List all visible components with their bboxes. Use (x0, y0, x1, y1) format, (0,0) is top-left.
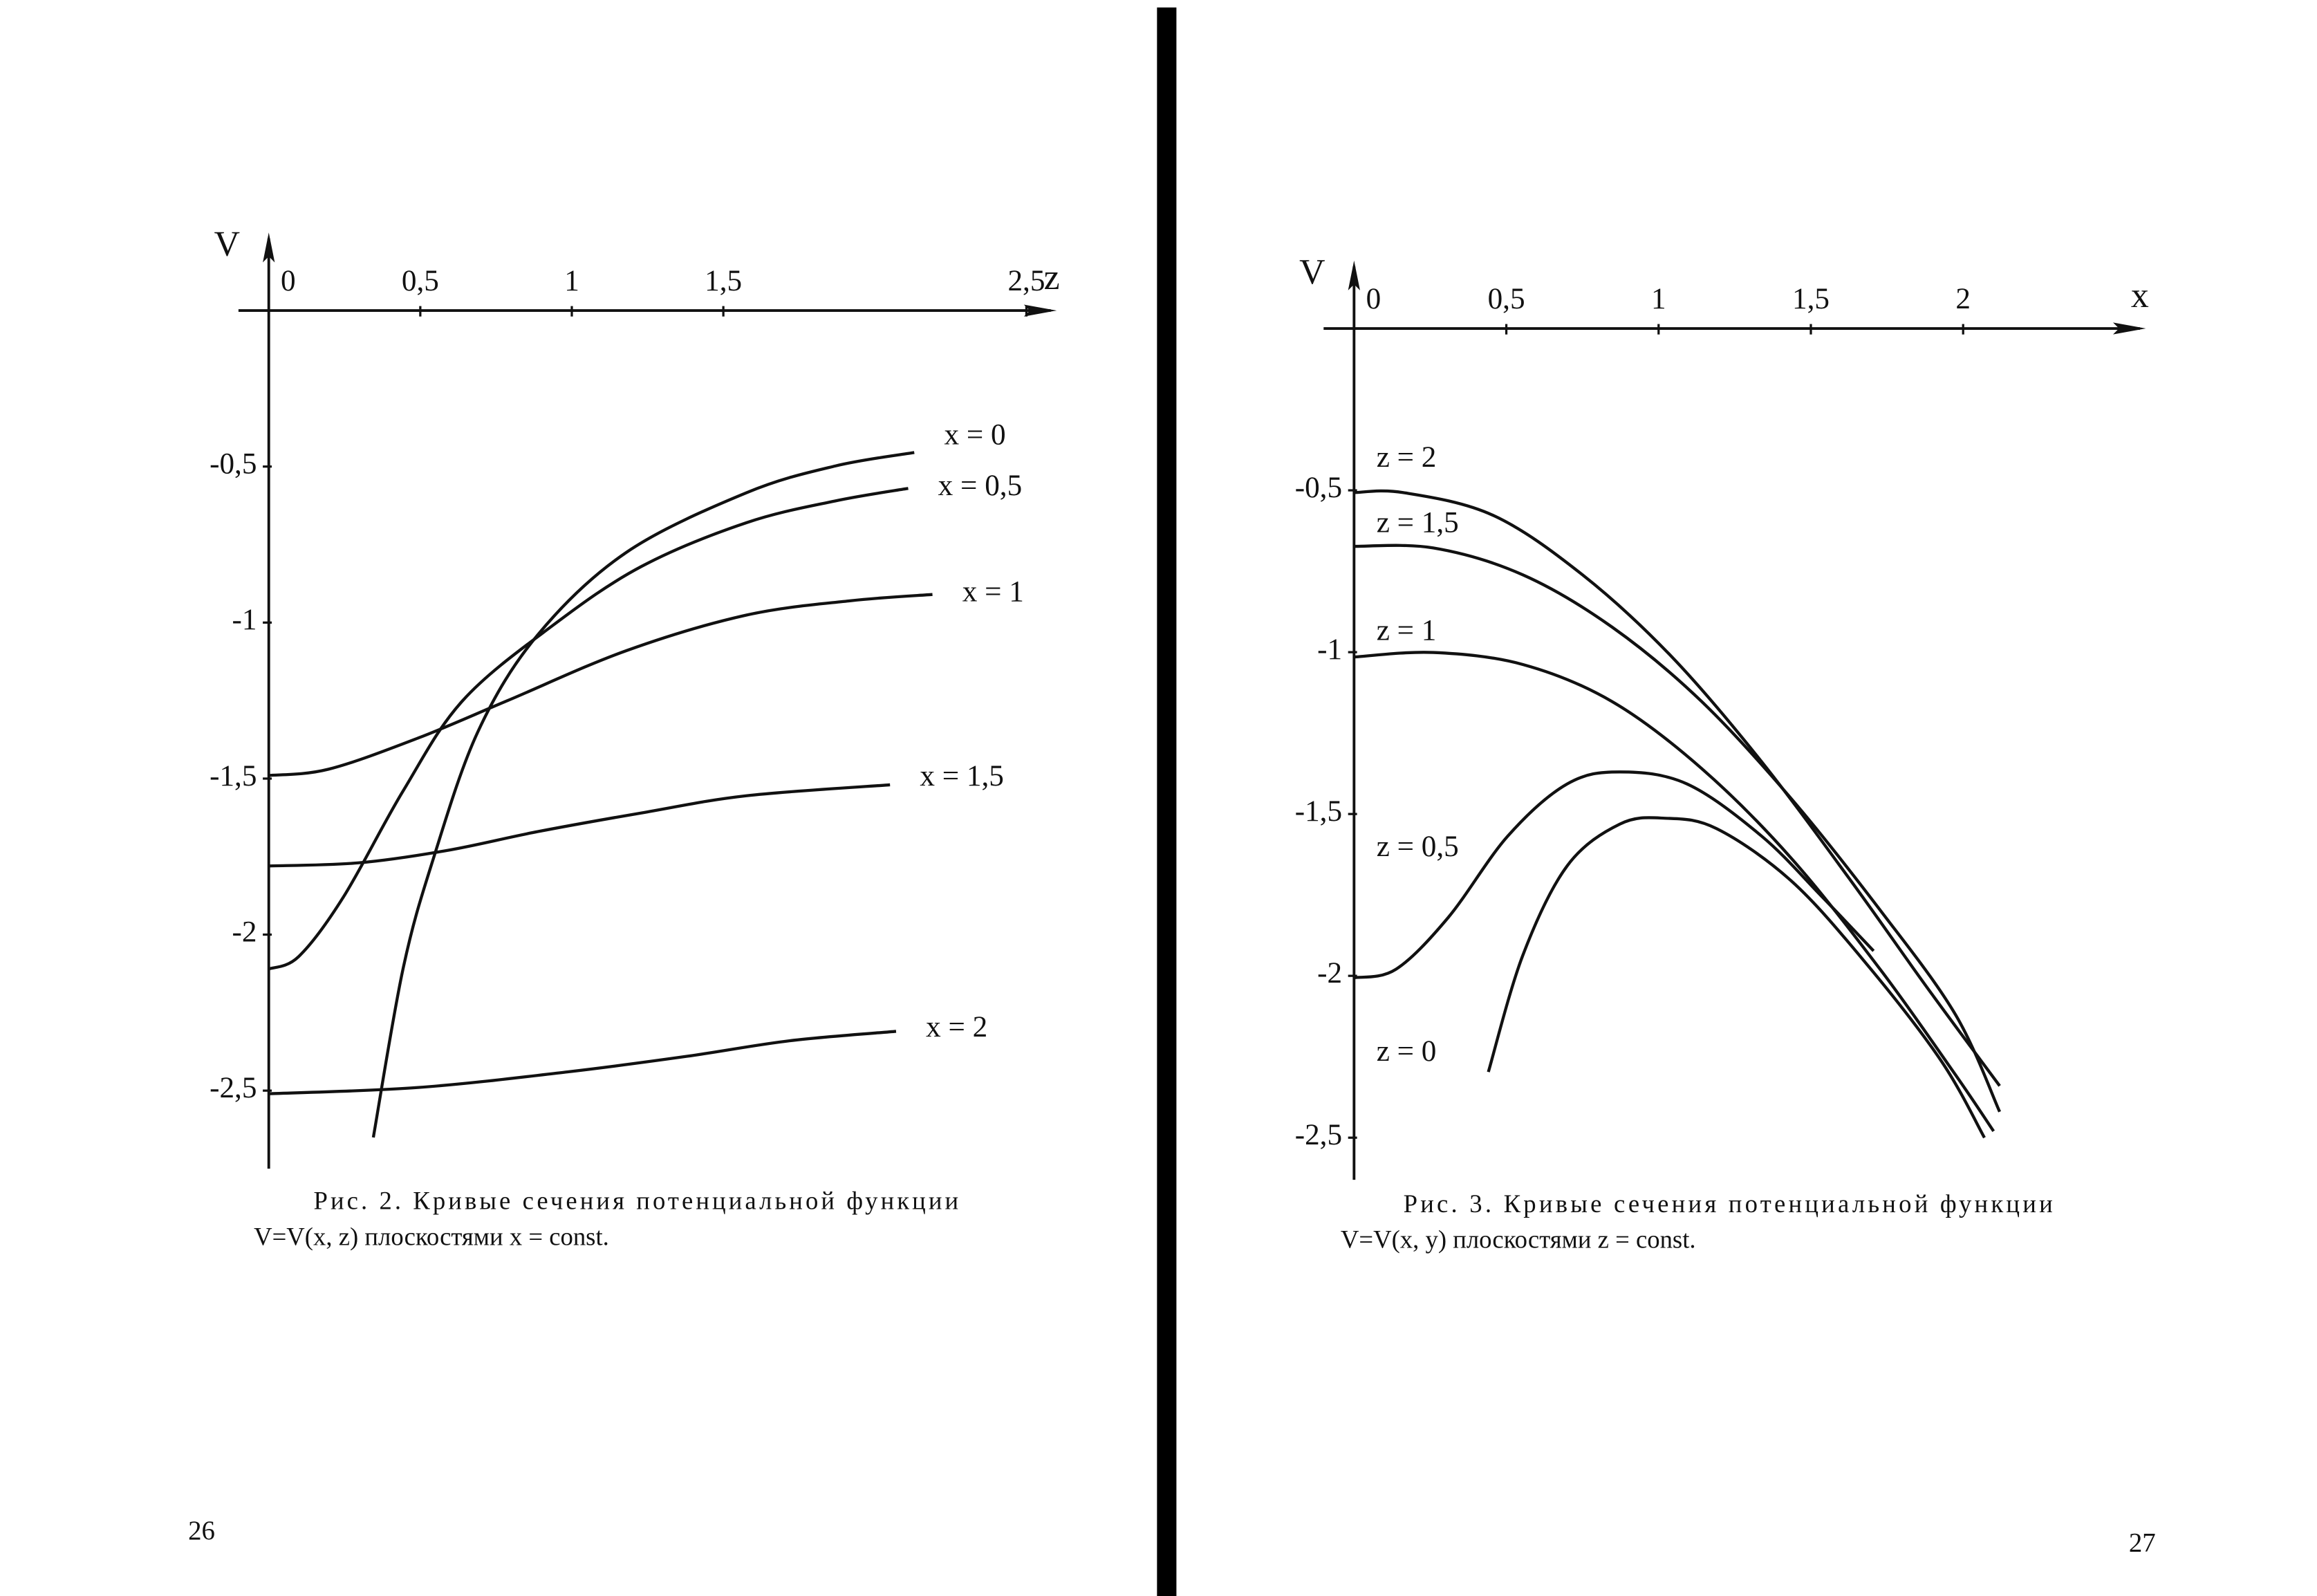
curve (1487, 816, 1986, 1139)
x-tick-label: 0,5 (1488, 283, 1525, 315)
curve (1353, 770, 1875, 980)
y-tick-label: -2 (1317, 957, 1342, 990)
curve (1354, 651, 1995, 1133)
curve (1354, 489, 2001, 1087)
book-spine (1157, 7, 1177, 1596)
curve-label: x = 2 (926, 1011, 987, 1043)
curve-label: z = 1 (1377, 614, 1437, 647)
y-tick-label: -2,5 (210, 1072, 257, 1104)
y-axis-label: V (1299, 252, 1325, 292)
caption-line: V=V(x, y) плоскостями z = const. (1341, 1225, 1696, 1254)
y-axis-arrow (1348, 260, 1360, 290)
y-tick-label: -2,5 (1295, 1119, 1342, 1151)
curve-label: z = 1,5 (1377, 507, 1459, 539)
x-axis-arrow (1023, 304, 1057, 317)
curve-label: x = 1,5 (920, 760, 1003, 792)
y-tick-label: -2 (232, 916, 257, 948)
x-tick-label: 2 (1955, 283, 1971, 315)
curve (268, 1030, 897, 1095)
y-tick-label: -1 (232, 604, 257, 636)
x-axis-label: z (1044, 258, 1060, 297)
curve-label: z = 0 (1377, 1035, 1437, 1068)
x-tick-label: 1 (564, 265, 579, 297)
x-tick-label: 1,5 (705, 265, 742, 297)
curve (1354, 544, 2002, 1113)
x-tick-label: 1,5 (1792, 283, 1830, 315)
x-tick-label: 0,5 (402, 265, 439, 297)
curve-label: x = 1 (962, 576, 1024, 609)
page-number: 27 (2129, 1528, 2156, 1558)
x-tick-label: 0 (1366, 283, 1381, 315)
x-tick-label: 1 (1651, 283, 1666, 315)
curve-label: x = 0,5 (938, 470, 1022, 502)
y-tick-label: -0,5 (210, 448, 257, 481)
y-tick-label: -1,5 (210, 760, 257, 792)
curve-label: x = 0 (944, 419, 1005, 452)
curve (371, 451, 915, 1138)
curve (268, 593, 933, 777)
caption-line: V=V(x, z) плоскостями x = const. (254, 1222, 609, 1250)
y-axis-label: V (214, 225, 240, 264)
caption-line: Рис. 3. Кривые сечения потенциальной фун… (1404, 1189, 2053, 1218)
x-axis-label: x (2131, 276, 2149, 315)
y-tick-label: -1 (1317, 633, 1342, 666)
page-number: 26 (188, 1516, 215, 1546)
x-axis-arrow (2112, 322, 2146, 335)
y-axis-arrow (263, 232, 275, 263)
curve (268, 487, 909, 971)
x-tick-label: 2,5 (1007, 265, 1045, 297)
x-tick-label: 0 (281, 265, 296, 297)
curve-label: z = 0,5 (1377, 831, 1459, 863)
curve-label: z = 2 (1377, 441, 1437, 474)
caption-line: Рис. 2. Кривые сечения потенциальной фун… (313, 1187, 958, 1215)
curve (268, 783, 891, 868)
y-tick-label: -0,5 (1295, 472, 1342, 504)
y-tick-label: -1,5 (1295, 795, 1342, 828)
